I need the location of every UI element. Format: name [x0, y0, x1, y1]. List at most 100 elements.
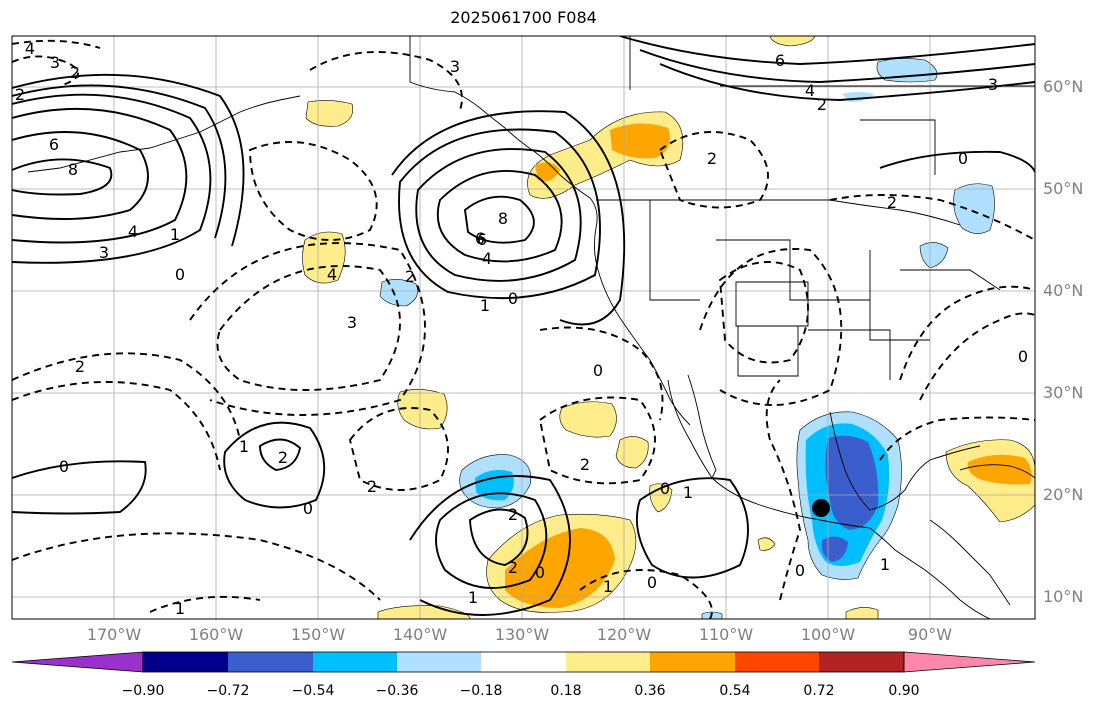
shade-warm-alaska-gulf — [305, 100, 353, 127]
contour-label: 3 — [988, 75, 998, 94]
shade-cool-hudson — [876, 58, 938, 83]
contour-label: 0 — [59, 457, 69, 476]
contour-label: 0 — [660, 479, 670, 498]
contour-nep-high-1 — [463, 195, 535, 244]
dash-18 — [899, 285, 1035, 381]
contour-label: 1 — [603, 577, 613, 596]
contour-label: 2 — [707, 149, 717, 168]
contours — [12, 36, 1035, 616]
contour-label: 0 — [1018, 347, 1028, 366]
lon-tick: 110°W — [698, 625, 754, 644]
state-border-5 — [900, 269, 1001, 291]
dash-19 — [919, 312, 1035, 401]
contour-label: 2 — [508, 505, 518, 524]
colorbar-label: 0.36 — [634, 683, 666, 699]
colorbar-extend-right — [903, 651, 1036, 673]
contour-label: 2 — [405, 267, 415, 286]
gridlines — [12, 36, 1035, 619]
map-frame — [11, 35, 1036, 620]
cuba — [959, 464, 1035, 479]
contours-dashed — [12, 39, 1035, 619]
contour-nep-high-3 — [415, 148, 582, 282]
contour-label: 0 — [647, 573, 657, 592]
map-area: 4 3 2 2 6 8 4 3 0 1 2 3 4 6 8 6 4 2 0 1 … — [12, 36, 1035, 619]
contour-north-3 — [659, 63, 1035, 101]
contour-label: 3 — [347, 313, 357, 332]
contour-subtrop-1 — [259, 438, 302, 471]
lon-tick: 150°W — [290, 625, 346, 644]
shade-warm-hawaii — [397, 389, 448, 430]
dash-14 — [658, 131, 769, 209]
colorbar-bin — [819, 652, 904, 672]
contour-label: 1 — [239, 437, 249, 456]
shade-warm-baja-off — [559, 401, 617, 438]
shade-orange-pacific-nw — [610, 123, 670, 159]
state-border-1 — [649, 200, 700, 301]
dash-12 — [719, 261, 809, 364]
aleutians — [27, 95, 301, 173]
shade-orange-caribbean — [967, 454, 1032, 485]
contour-label: 3 — [99, 243, 109, 262]
colorbar-label: 0.72 — [803, 683, 835, 699]
dash-13 — [699, 248, 843, 406]
contour-label: 6 — [475, 229, 485, 248]
colorbar-label: −0.54 — [291, 683, 335, 699]
contour-label: 6 — [775, 51, 785, 70]
dash-15 — [12, 55, 79, 87]
dash-22 — [829, 194, 1035, 241]
contour-label: 2 — [70, 63, 80, 82]
shade-orange-trop-south — [505, 528, 615, 608]
colorbar-bin — [143, 652, 228, 672]
dash-17 — [309, 51, 463, 111]
lat-tick: 40°N — [1043, 281, 1084, 300]
contour-label: 4 — [327, 265, 337, 284]
canada-lines — [629, 36, 1035, 175]
contour-label: 6 — [49, 135, 59, 154]
contour-label: 2 — [75, 357, 85, 376]
colorbar-extend-left — [11, 651, 144, 673]
colorbar — [11, 651, 1036, 673]
lat-tick: 50°N — [1043, 179, 1084, 198]
map-title: 2025061700 F084 — [450, 8, 597, 27]
contour-label: 3 — [450, 57, 460, 76]
lon-tick: 90°W — [907, 625, 953, 644]
gulf-coast — [829, 411, 981, 511]
contour-north-2 — [639, 49, 1035, 83]
colorbar-label: 0.54 — [719, 683, 751, 699]
contour-w-high-4 — [12, 93, 212, 264]
colorbar-label: −0.72 — [206, 683, 250, 699]
dash-8 — [12, 532, 381, 601]
state-border-4 — [869, 250, 930, 341]
shade-warm-bottom-1 — [377, 605, 471, 619]
dash-9 — [149, 595, 261, 613]
dash-11 — [765, 379, 801, 601]
lon-tick: 140°W — [392, 625, 448, 644]
colorbar-bin — [566, 652, 650, 672]
colorbar-bin — [735, 652, 819, 672]
state-border-2 — [716, 239, 870, 301]
shade-cool-pacific-mid — [379, 279, 418, 307]
shade-cool-mexico-core — [825, 435, 879, 530]
contour-label: 1 — [480, 296, 490, 315]
contour-trop-1 — [469, 508, 529, 566]
dash-2 — [216, 265, 401, 391]
contour-label: 0 — [958, 149, 968, 168]
contour-w-high-6 — [12, 73, 245, 247]
contour-label: 4 — [805, 81, 815, 100]
contour-w-high-3 — [12, 107, 188, 244]
contour-labels: 4 3 2 2 6 8 4 3 0 1 2 3 4 6 8 6 4 2 0 1 … — [15, 39, 1028, 618]
contour-nep-high-5 — [391, 110, 626, 326]
colorbar-bin — [228, 652, 313, 672]
lat-tick: 30°N — [1043, 383, 1084, 402]
contour-zero-west — [12, 460, 147, 515]
contour-trop-3 — [409, 475, 571, 616]
us-canada-border — [596, 199, 961, 226]
contour-label: 1 — [683, 483, 693, 502]
shade-cool-midwest — [919, 242, 949, 269]
colorbar-label: 0.90 — [888, 683, 920, 699]
colorbar-bin — [650, 652, 735, 672]
contour-label: 1 — [170, 225, 180, 244]
colorbar-frame — [142, 651, 905, 673]
dash-7 — [538, 396, 656, 485]
central-america — [929, 519, 1011, 606]
